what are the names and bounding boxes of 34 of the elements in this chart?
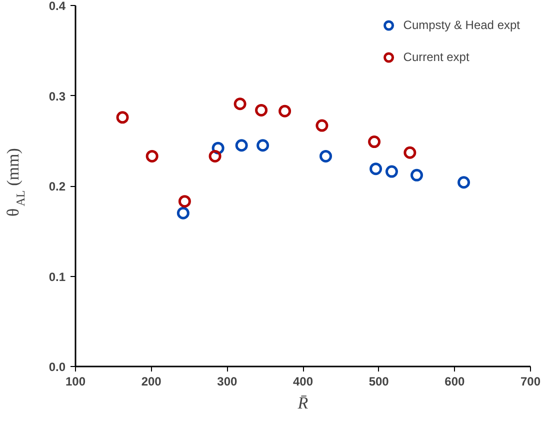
point [368,136,381,148]
point [178,195,191,208]
point [458,176,470,189]
point [370,162,382,176]
point [256,139,270,152]
point [235,139,248,152]
x-tick-label: 400 [292,374,314,388]
x-tick-label: 600 [444,374,466,388]
y-tick-label: 0.4 [48,0,66,13]
y-tick-label: 0.2 [48,180,66,194]
point [234,98,246,110]
x-tick-label: 200 [141,374,162,388]
point [208,150,222,162]
y-tick-label: 0.3 [48,89,66,104]
point [316,119,328,132]
point [385,165,398,178]
x-tick-label: 500 [368,374,390,388]
point [255,104,268,116]
point [146,150,158,162]
y-tick-label: 0.1 [48,270,66,284]
x-tick-label: 300 [217,374,238,388]
point [278,104,292,118]
x-tick-label: 700 [520,374,541,388]
point [410,168,423,182]
y-axis-title: θAL (mm) [4,148,28,216]
y-tick-label: 0.0 [48,360,66,374]
point [116,111,129,124]
x-axis-title: R̄ [296,394,309,412]
point [404,146,416,159]
point [320,150,332,162]
legend-label: Cumpsty & Head expt [403,18,520,32]
x-tick-label: 100 [65,374,86,388]
legend-label: Current expt [403,50,470,64]
point [176,206,190,220]
